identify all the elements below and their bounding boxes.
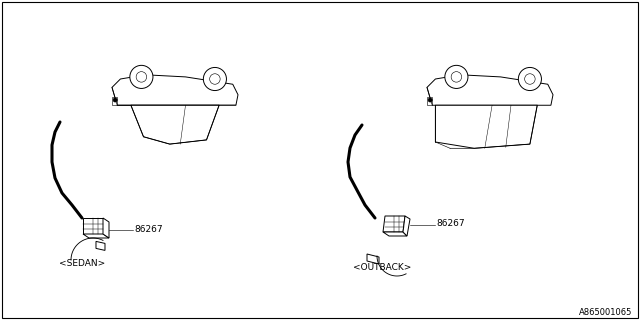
Polygon shape bbox=[367, 254, 379, 264]
Polygon shape bbox=[131, 105, 219, 144]
Polygon shape bbox=[383, 216, 405, 232]
Polygon shape bbox=[112, 75, 238, 105]
Circle shape bbox=[204, 68, 227, 91]
Text: 86267: 86267 bbox=[134, 225, 163, 234]
Text: <SEDAN>: <SEDAN> bbox=[59, 260, 105, 268]
Bar bbox=[427, 97, 432, 105]
Polygon shape bbox=[383, 232, 407, 236]
Text: <OUTBACK>: <OUTBACK> bbox=[353, 263, 411, 273]
Circle shape bbox=[136, 72, 147, 82]
Bar bbox=[112, 97, 117, 105]
Polygon shape bbox=[103, 218, 109, 238]
Circle shape bbox=[445, 65, 468, 88]
Polygon shape bbox=[403, 216, 410, 236]
Circle shape bbox=[130, 65, 153, 88]
Circle shape bbox=[428, 98, 432, 102]
Circle shape bbox=[451, 72, 461, 82]
Circle shape bbox=[113, 98, 117, 102]
Text: A865001065: A865001065 bbox=[579, 308, 632, 317]
Polygon shape bbox=[427, 75, 553, 105]
Polygon shape bbox=[96, 241, 105, 250]
Polygon shape bbox=[435, 105, 537, 148]
Polygon shape bbox=[83, 218, 103, 234]
Circle shape bbox=[518, 68, 541, 91]
Text: 86267: 86267 bbox=[436, 220, 465, 228]
Circle shape bbox=[210, 74, 220, 84]
Circle shape bbox=[525, 74, 535, 84]
Polygon shape bbox=[83, 234, 109, 238]
